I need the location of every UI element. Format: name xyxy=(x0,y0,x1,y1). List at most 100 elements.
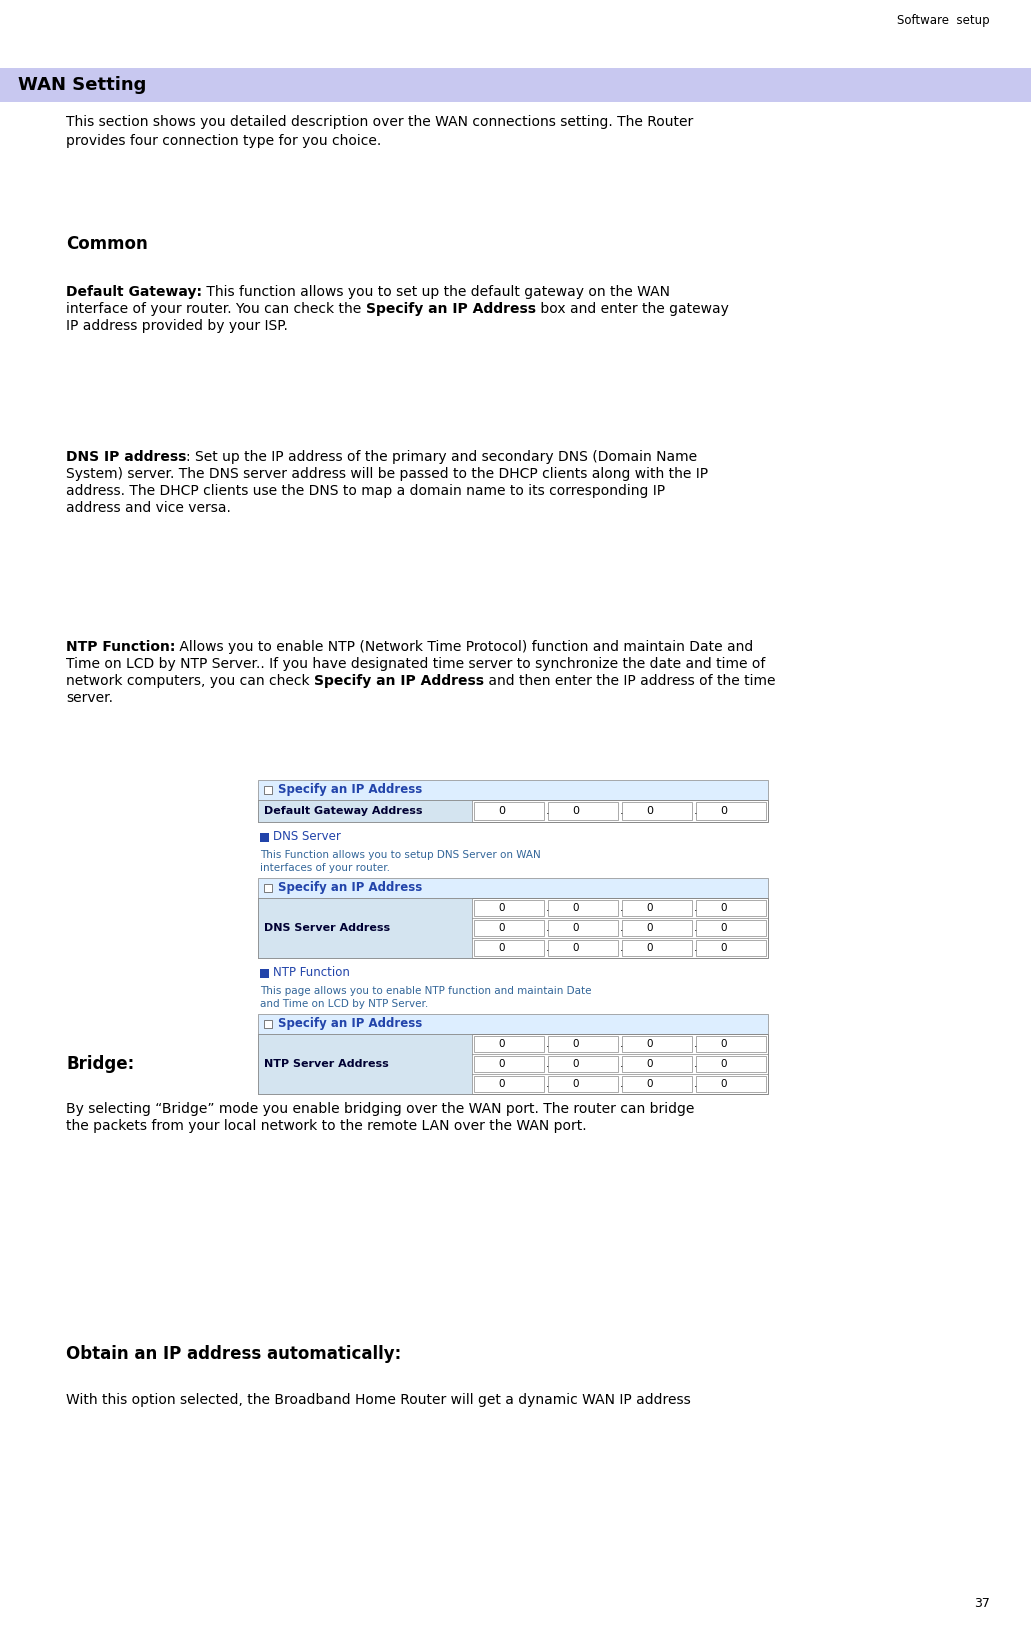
Text: NTP Server Address: NTP Server Address xyxy=(264,1060,389,1069)
Text: Specify an IP Address: Specify an IP Address xyxy=(278,1017,423,1030)
Text: network computers, you can check: network computers, you can check xyxy=(66,673,314,688)
Bar xyxy=(696,802,766,820)
Text: .: . xyxy=(620,1060,624,1069)
Text: 0: 0 xyxy=(499,903,505,913)
Bar xyxy=(260,968,269,978)
Bar xyxy=(258,1033,768,1094)
Text: 37: 37 xyxy=(974,1597,990,1610)
Text: 0: 0 xyxy=(499,923,505,932)
Text: Software  setup: Software setup xyxy=(897,15,990,28)
Text: .: . xyxy=(694,944,697,954)
Text: .: . xyxy=(546,1038,550,1050)
Bar xyxy=(258,781,768,800)
Text: .: . xyxy=(620,1079,624,1089)
Text: .: . xyxy=(546,903,550,913)
Bar xyxy=(264,1020,272,1029)
Text: 0: 0 xyxy=(721,903,727,913)
Bar xyxy=(0,68,1031,103)
Bar xyxy=(548,941,619,957)
Text: 0: 0 xyxy=(721,1060,727,1069)
Text: 0: 0 xyxy=(499,1060,505,1069)
Bar xyxy=(548,900,619,916)
Bar xyxy=(264,786,272,794)
Text: Default Gateway Address: Default Gateway Address xyxy=(264,805,423,817)
Bar xyxy=(696,919,766,936)
Bar xyxy=(622,1037,692,1051)
Text: 0: 0 xyxy=(499,1079,505,1089)
Bar xyxy=(622,1076,692,1092)
Text: .: . xyxy=(546,1079,550,1089)
Bar xyxy=(474,1037,544,1051)
Bar xyxy=(622,900,692,916)
Text: DNS Server: DNS Server xyxy=(273,831,341,843)
Text: box and enter the gateway: box and enter the gateway xyxy=(536,302,729,316)
Bar xyxy=(474,941,544,957)
Text: 0: 0 xyxy=(572,903,579,913)
Text: Specify an IP Address: Specify an IP Address xyxy=(278,784,423,797)
Bar xyxy=(258,800,768,822)
Text: 0: 0 xyxy=(572,944,579,954)
Text: By selecting “Bridge” mode you enable bridging over the WAN port. The router can: By selecting “Bridge” mode you enable br… xyxy=(66,1102,694,1117)
Text: Specify an IP Address: Specify an IP Address xyxy=(366,302,536,316)
Text: 0: 0 xyxy=(499,1038,505,1050)
Bar xyxy=(548,1076,619,1092)
Text: This function allows you to set up the default gateway on the WAN: This function allows you to set up the d… xyxy=(202,285,670,298)
Text: 0: 0 xyxy=(721,923,727,932)
Text: 0: 0 xyxy=(721,1079,727,1089)
Text: DNS IP address: DNS IP address xyxy=(66,450,187,465)
Bar xyxy=(696,1037,766,1051)
Text: .: . xyxy=(546,1060,550,1069)
Text: 0: 0 xyxy=(572,923,579,932)
Bar xyxy=(258,1014,768,1033)
Text: System) server. The DNS server address will be passed to the DHCP clients along : System) server. The DNS server address w… xyxy=(66,468,708,481)
Text: 0: 0 xyxy=(646,1060,653,1069)
Text: 0: 0 xyxy=(572,1038,579,1050)
Text: 0: 0 xyxy=(499,944,505,954)
Bar xyxy=(548,802,619,820)
Bar xyxy=(474,1076,544,1092)
Text: Specify an IP Address: Specify an IP Address xyxy=(314,673,484,688)
Text: .: . xyxy=(546,923,550,932)
Text: NTP Function: NTP Function xyxy=(273,967,350,980)
Bar xyxy=(548,919,619,936)
Text: 0: 0 xyxy=(646,1038,653,1050)
Bar xyxy=(264,883,272,892)
Bar xyxy=(474,802,544,820)
Text: This Function allows you to setup DNS Server on WAN
interfaces of your router.: This Function allows you to setup DNS Se… xyxy=(260,849,540,872)
Bar xyxy=(258,898,472,958)
Text: Bridge:: Bridge: xyxy=(66,1055,134,1073)
Text: DNS Server Address: DNS Server Address xyxy=(264,923,390,932)
Text: interface of your router. You can check the: interface of your router. You can check … xyxy=(66,302,366,316)
Text: Allows you to enable NTP (Network Time Protocol) function and maintain Date and: Allows you to enable NTP (Network Time P… xyxy=(175,641,754,654)
Text: 0: 0 xyxy=(572,1060,579,1069)
Text: With this option selected, the Broadband Home Router will get a dynamic WAN IP a: With this option selected, the Broadband… xyxy=(66,1394,691,1407)
Bar xyxy=(474,1056,544,1073)
Text: 0: 0 xyxy=(646,1079,653,1089)
Bar xyxy=(622,802,692,820)
Text: 0: 0 xyxy=(499,805,505,817)
Text: Default Gateway:: Default Gateway: xyxy=(66,285,202,298)
Text: : Set up the IP address of the primary and secondary DNS (Domain Name: : Set up the IP address of the primary a… xyxy=(187,450,698,465)
Text: .: . xyxy=(694,1060,697,1069)
Text: 0: 0 xyxy=(646,944,653,954)
Bar xyxy=(696,1056,766,1073)
Bar xyxy=(622,919,692,936)
Bar xyxy=(696,1076,766,1092)
Bar xyxy=(622,1056,692,1073)
Text: This section shows you detailed description over the WAN connections setting. Th: This section shows you detailed descript… xyxy=(66,116,693,148)
Text: .: . xyxy=(620,805,624,817)
Text: Specify an IP Address: Specify an IP Address xyxy=(278,882,423,895)
Bar xyxy=(474,900,544,916)
Text: .: . xyxy=(694,903,697,913)
Text: 0: 0 xyxy=(721,944,727,954)
Text: 0: 0 xyxy=(721,1038,727,1050)
Text: 0: 0 xyxy=(572,1079,579,1089)
Bar xyxy=(258,898,768,958)
Bar xyxy=(258,800,472,822)
Text: .: . xyxy=(620,903,624,913)
Text: NTP Function:: NTP Function: xyxy=(66,641,175,654)
Bar xyxy=(696,941,766,957)
Bar xyxy=(260,833,269,843)
Text: 0: 0 xyxy=(646,805,654,817)
Text: .: . xyxy=(546,944,550,954)
